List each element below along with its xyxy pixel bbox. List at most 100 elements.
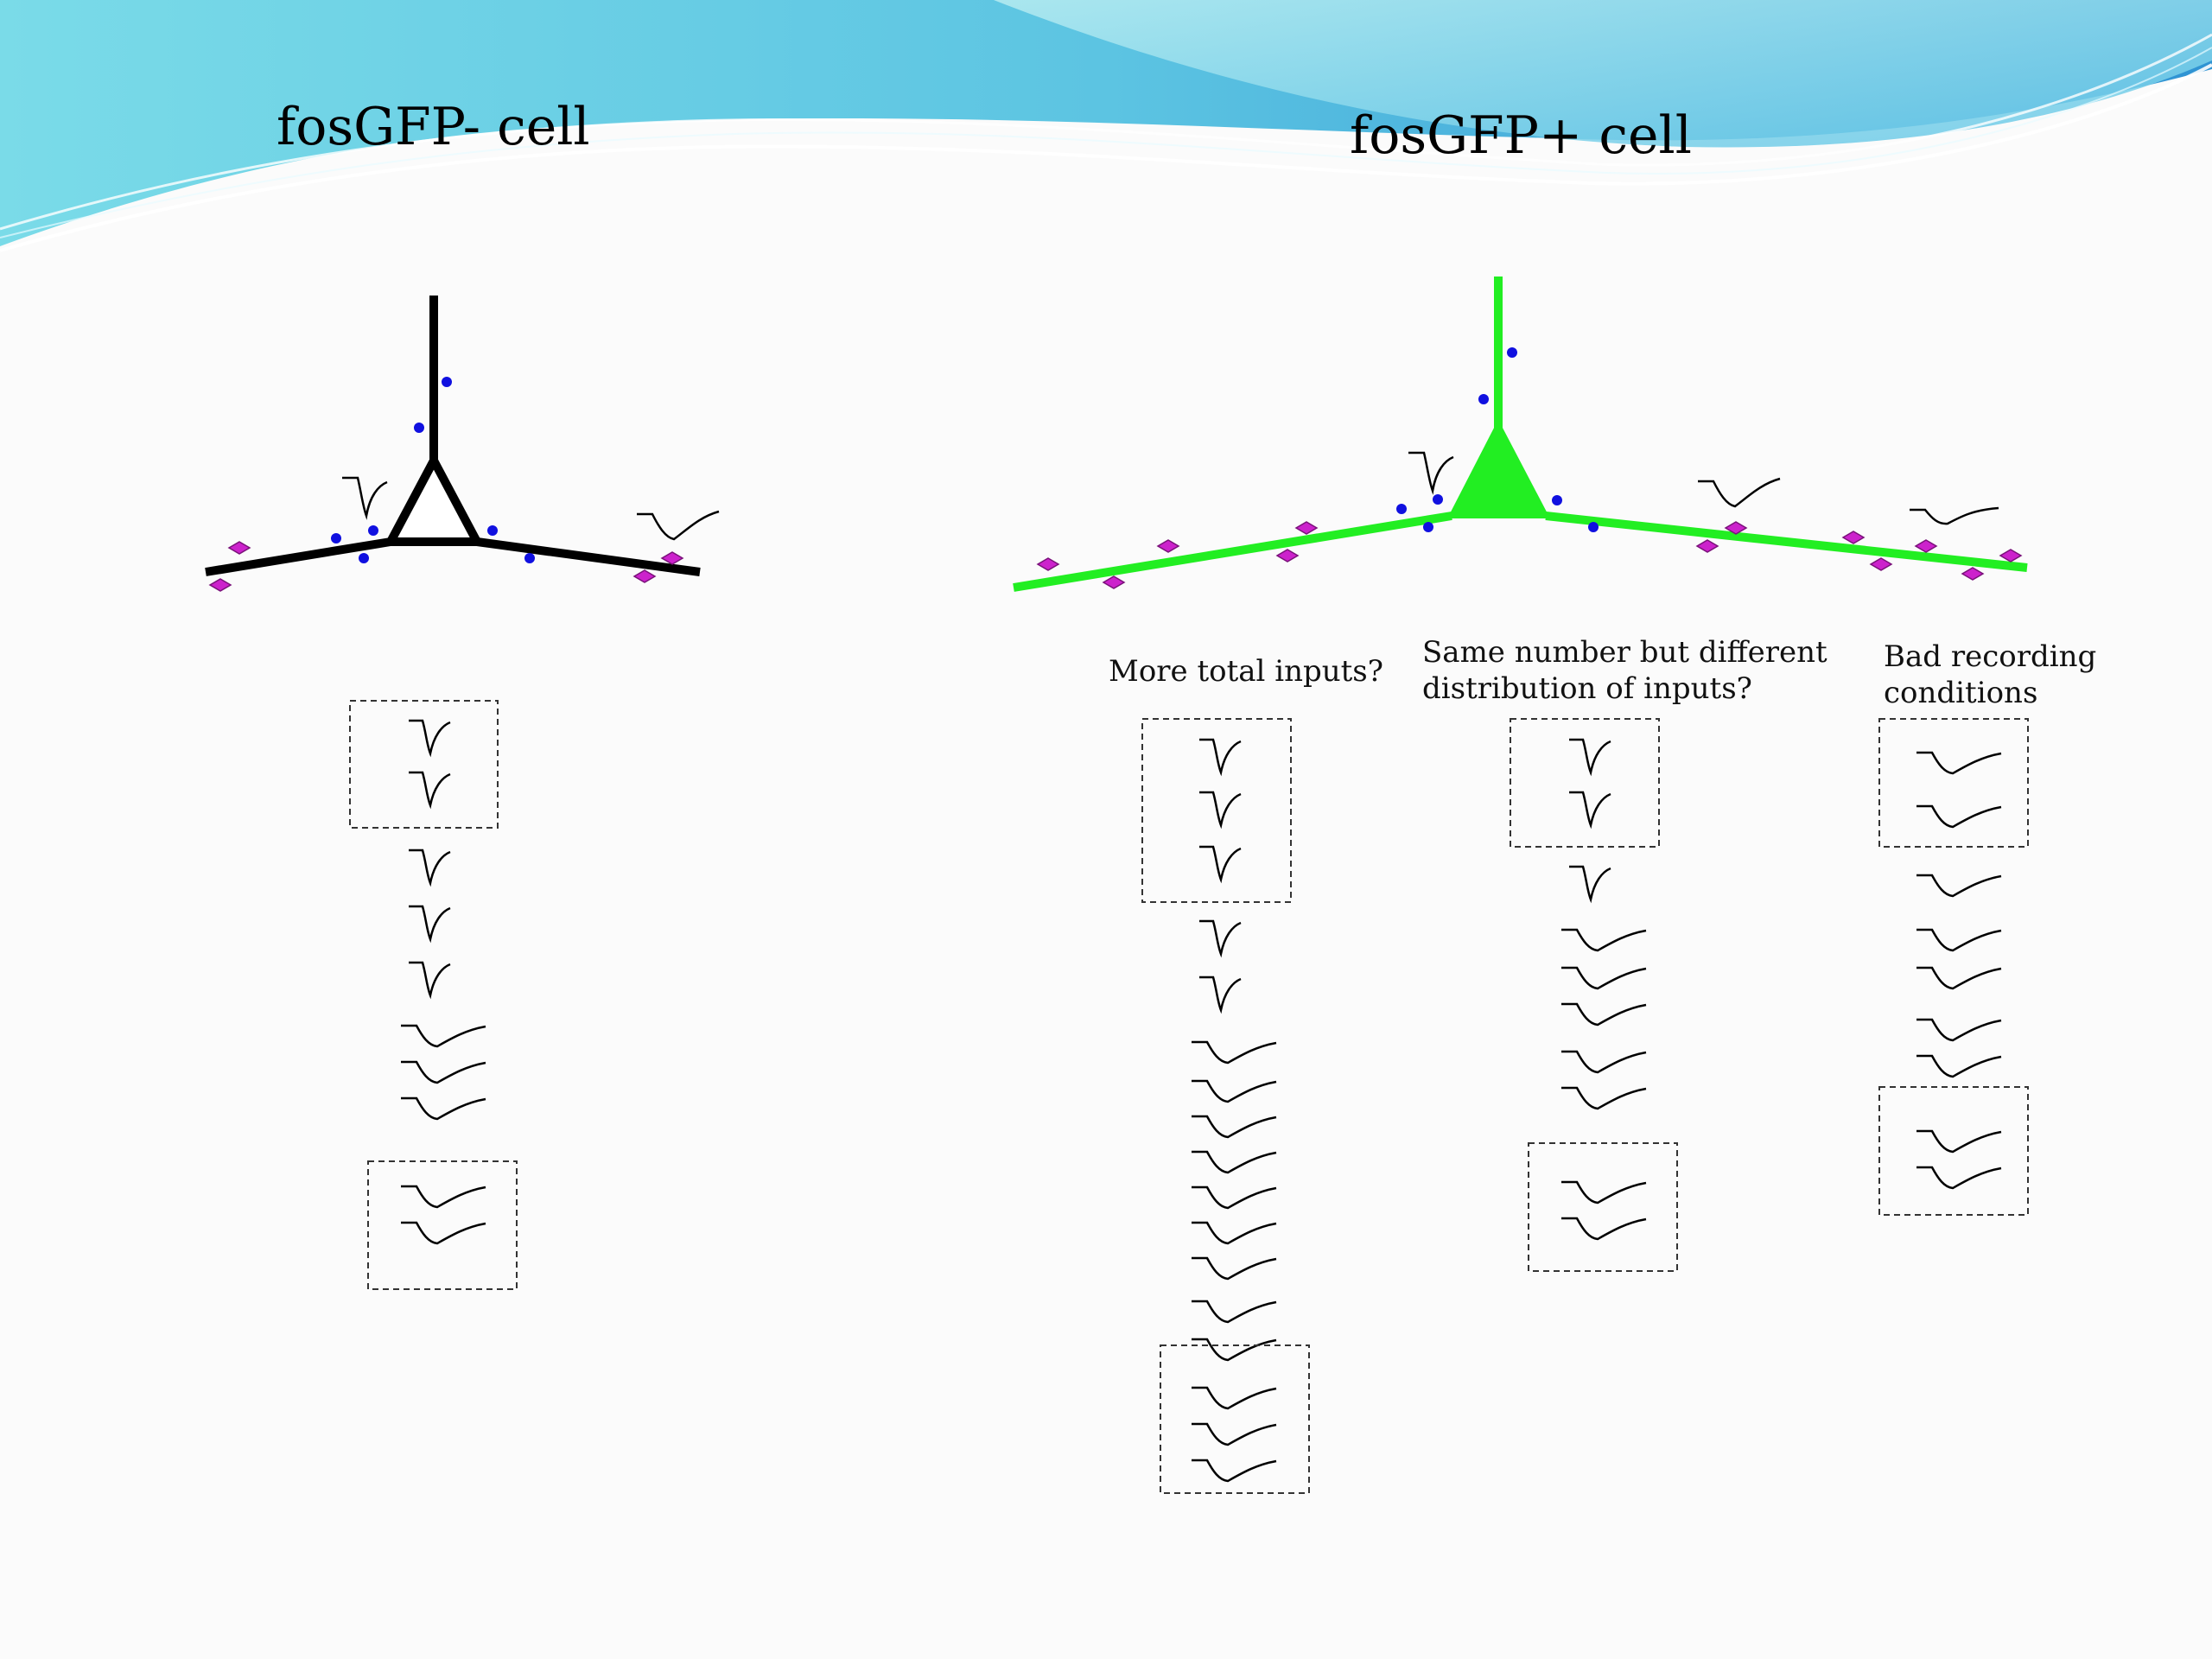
- dashed-group-box: [367, 1160, 518, 1290]
- left-cell-title: fosGFP- cell: [276, 97, 590, 157]
- trace-column: [349, 700, 518, 1290]
- synapse-dot: [359, 553, 369, 563]
- spine-diamond: [1036, 557, 1060, 571]
- slow-epsc-trace-icon: [1192, 1221, 1277, 1245]
- fast-epsc-trace-icon: [1199, 919, 1242, 958]
- fast-epsc-trace-icon: [409, 905, 451, 944]
- right-neuron-example-traces: [1408, 451, 1999, 525]
- dashed-group-box: [1160, 1344, 1310, 1494]
- slow-epsc-trace-icon: [1561, 1086, 1647, 1110]
- spine-diamond: [1695, 539, 1719, 553]
- slow-epsc-trace-icon: [1192, 1040, 1277, 1065]
- left-neuron-example-traces: [342, 476, 720, 541]
- slow-epsc-trace-icon: [1916, 1054, 2002, 1078]
- slow-epsc-trace-icon: [1916, 874, 2002, 898]
- hypothesis-distribution-line1: Same number but different: [1422, 635, 1827, 670]
- dashed-group-box: [1141, 718, 1292, 903]
- slow-epsc-trace-icon: [1192, 1300, 1277, 1324]
- slow-epsc-trace-icon: [401, 1096, 486, 1121]
- dashed-group-box: [349, 700, 499, 829]
- dashed-group-box: [1878, 1086, 2029, 1216]
- synapse-dot: [1478, 394, 1489, 404]
- spine-diamond: [1724, 521, 1748, 535]
- fast-epsc-trace-icon: [1199, 845, 1242, 884]
- spine-diamond: [660, 551, 684, 565]
- header-wave: [0, 0, 2212, 252]
- synapse-dot: [1423, 522, 1433, 532]
- slow-epsc-trace-icon: [401, 1060, 486, 1084]
- slow-epsc-trace-icon: [1698, 477, 1781, 508]
- dashed-group-box: [1878, 718, 2029, 848]
- slow-epsc-trace-icon: [1561, 966, 1647, 990]
- fast-epsc-trace-icon: [409, 771, 451, 810]
- hypothesis-distribution-line2: distribution of inputs?: [1422, 671, 1752, 706]
- spine-diamond: [1869, 557, 1893, 571]
- slow-epsc-trace-icon: [637, 510, 720, 541]
- left-basal-dendrite-left: [205, 537, 391, 576]
- spine-diamond: [208, 578, 232, 592]
- slow-epsc-trace-icon: [1561, 1002, 1647, 1027]
- slow-epsc-trace-icon: [1192, 1185, 1277, 1210]
- right-basal-dendrite-right: [1545, 512, 2028, 572]
- fast-epsc-trace-icon: [342, 476, 388, 520]
- slow-epsc-trace-icon: [1192, 1256, 1277, 1281]
- hypothesis-more-inputs: More total inputs?: [1109, 654, 1383, 689]
- slow-epsc-trace-icon: [1192, 1150, 1277, 1174]
- slow-epsc-trace-icon: [1561, 928, 1647, 952]
- fast-epsc-trace-icon: [1199, 791, 1242, 830]
- spine-diamond: [632, 569, 657, 583]
- left-spine-diamonds: [208, 541, 684, 592]
- spine-diamond: [1102, 575, 1126, 589]
- dashed-group-box: [1510, 718, 1660, 848]
- synapse-dot: [1507, 347, 1517, 358]
- slow-epsc-trace-icon: [1916, 804, 2002, 829]
- synapse-dot: [1396, 504, 1407, 514]
- spine-diamond: [1294, 521, 1319, 535]
- slow-epsc-trace-icon: [1916, 1018, 2002, 1042]
- synapse-dot: [331, 533, 341, 543]
- spine-diamond: [227, 541, 251, 555]
- spine-diamond: [1961, 567, 1985, 581]
- right-neuron: [1013, 276, 2028, 592]
- synapse-dot: [1588, 522, 1599, 532]
- fast-epsc-trace-icon: [409, 961, 451, 1000]
- spine-diamond: [1156, 539, 1180, 553]
- slow-epsc-trace-icon: [1192, 1422, 1277, 1446]
- fast-epsc-trace-icon: [1199, 738, 1242, 777]
- slow-epsc-trace-icon: [401, 1221, 486, 1245]
- spine-diamond: [1999, 549, 2023, 563]
- left-basal-dendrite-right: [476, 537, 701, 576]
- synapse-dot: [414, 423, 424, 433]
- slow-epsc-trace-icon: [1192, 1459, 1277, 1483]
- synapse-dot: [368, 525, 378, 536]
- slow-epsc-trace-icon: [1192, 1115, 1277, 1139]
- right-synapse-dots: [1396, 347, 1599, 532]
- fast-epsc-trace-icon: [409, 719, 451, 758]
- slow-epsc-trace-icon: [1916, 1129, 2002, 1154]
- slow-epsc-trace-icon: [1916, 966, 2002, 990]
- trace-column: [1141, 718, 1310, 1494]
- synapse-dot: [1433, 494, 1443, 505]
- right-spine-diamonds: [1036, 521, 2023, 589]
- fast-epsc-trace-icon: [1569, 865, 1611, 904]
- slow-epsc-trace-icon: [401, 1185, 486, 1209]
- trace-column: [1878, 718, 2029, 1216]
- fast-epsc-trace-icon: [1199, 976, 1242, 1014]
- slow-epsc-trace-icon: [1192, 1079, 1277, 1103]
- fast-epsc-trace-icon: [409, 849, 451, 887]
- synapse-dot: [1552, 495, 1562, 505]
- left-synapse-dots: [331, 377, 535, 563]
- slow-epsc-trace-icon: [1910, 506, 1999, 525]
- synapse-dot: [487, 525, 498, 536]
- slow-epsc-trace-icon: [1561, 1180, 1647, 1205]
- synapse-dot: [524, 553, 535, 563]
- slow-epsc-trace-icon: [1916, 928, 2002, 952]
- trace-columns: [349, 700, 2029, 1494]
- fast-epsc-trace-icon: [1569, 791, 1611, 830]
- slow-epsc-trace-icon: [401, 1024, 486, 1048]
- left-neuron: [205, 296, 701, 576]
- slow-epsc-trace-icon: [1192, 1386, 1277, 1410]
- synapse-dot: [442, 377, 452, 387]
- trace-column: [1510, 718, 1678, 1272]
